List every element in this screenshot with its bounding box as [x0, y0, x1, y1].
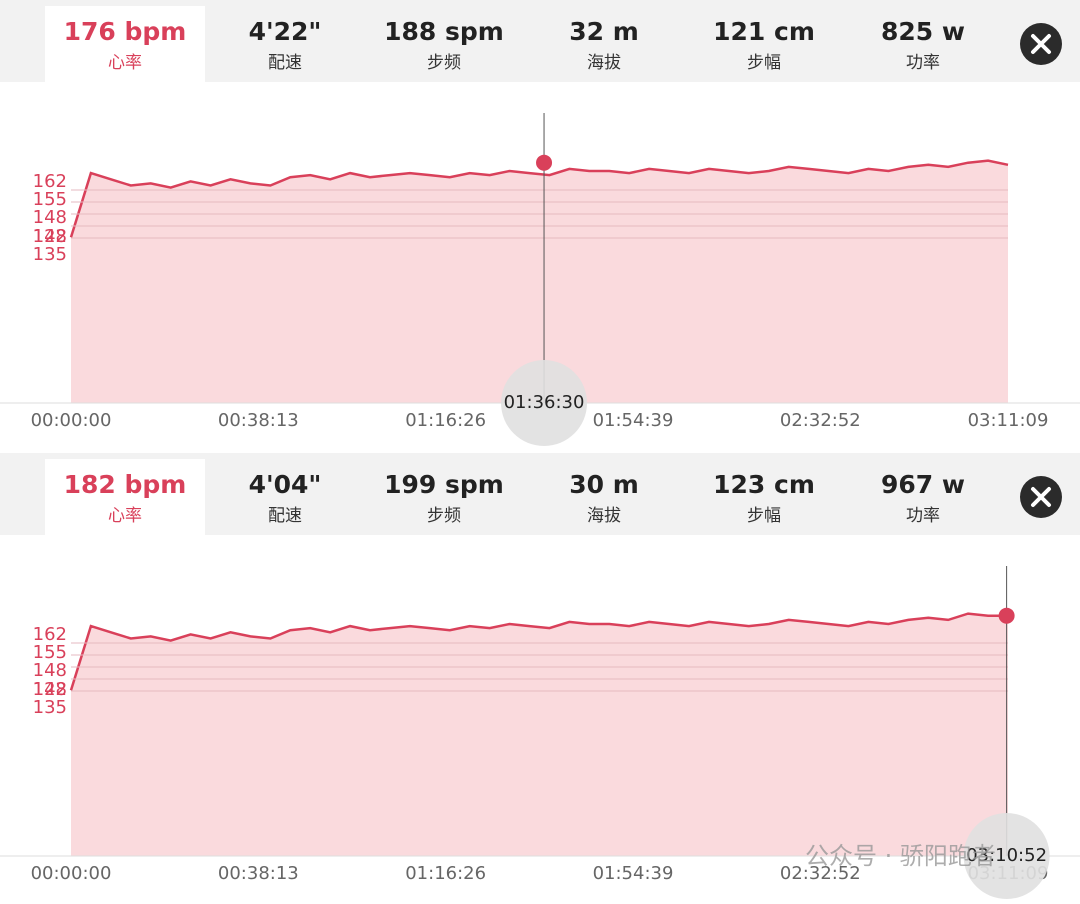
x-tick-label: 01:16:26: [405, 410, 486, 431]
y-tick-label: 155: [33, 642, 67, 663]
metric-value[interactable]: 121 cm: [713, 17, 815, 46]
y-tick-label: 142: [33, 226, 67, 247]
x-tick-label: 00:00:00: [31, 863, 112, 884]
metric-value[interactable]: 967 w: [881, 470, 965, 499]
x-tick-label: 00:38:13: [218, 863, 299, 884]
cursor-handle[interactable]: [963, 813, 1050, 899]
y-tick-label: 142: [33, 679, 67, 700]
x-tick-label: 00:00:00: [31, 410, 112, 431]
metric-label[interactable]: 步频: [427, 506, 461, 526]
metric-label[interactable]: 心率: [108, 506, 142, 526]
metric-value[interactable]: 30 m: [569, 470, 639, 499]
active-tab[interactable]: [45, 6, 205, 82]
metric-label[interactable]: 步频: [427, 53, 461, 73]
metric-label[interactable]: 海拔: [587, 506, 621, 526]
metric-label[interactable]: 心率: [108, 53, 142, 73]
y-tick-label: 162: [33, 624, 67, 645]
metric-value[interactable]: 188 spm: [384, 17, 504, 46]
y-tick-label: 162: [33, 171, 67, 192]
cursor-marker: [998, 607, 1015, 624]
x-tick-label: 02:32:52: [780, 410, 861, 431]
hr-line: [69, 159, 1009, 238]
hr-area: [71, 613, 1008, 856]
metric-label[interactable]: 配速: [268, 53, 302, 73]
active-tab[interactable]: [45, 459, 205, 535]
x-tick-label: 03:11:09: [968, 410, 1049, 431]
metric-label[interactable]: 步幅: [747, 53, 781, 73]
x-tick-label: 00:38:13: [218, 410, 299, 431]
close-icon: [1031, 34, 1051, 54]
x-tick-label: 01:54:39: [593, 863, 674, 884]
metric-label[interactable]: 功率: [906, 506, 940, 526]
cursor-time: 03:10:52: [966, 845, 1047, 866]
metric-value[interactable]: 176 bpm: [64, 17, 187, 46]
metric-label[interactable]: 海拔: [587, 53, 621, 73]
cursor-handle[interactable]: [501, 360, 588, 446]
metric-value[interactable]: 825 w: [881, 17, 965, 46]
x-tick-label: 01:54:39: [593, 410, 674, 431]
y-tick-label: 128: [33, 226, 67, 247]
y-tick-label: 148: [33, 207, 67, 228]
hr-line: [69, 612, 1008, 691]
hr-area: [71, 160, 1008, 403]
y-tick-label: 128: [33, 679, 67, 700]
y-tick-label: 148: [33, 660, 67, 681]
metric-value[interactable]: 123 cm: [713, 470, 815, 499]
watermark: 公众号 · 骄阳跑者: [805, 842, 996, 870]
metric-value[interactable]: 4'04": [249, 470, 322, 499]
y-tick-label: 135: [33, 244, 67, 265]
metric-value[interactable]: 32 m: [569, 17, 639, 46]
metric-value[interactable]: 199 spm: [384, 470, 504, 499]
metric-label[interactable]: 功率: [906, 53, 940, 73]
metric-label[interactable]: 步幅: [747, 506, 781, 526]
x-tick-label: 01:16:26: [405, 863, 486, 884]
y-tick-label: 135: [33, 697, 67, 718]
x-tick-label: 02:32:52: [780, 863, 861, 884]
close-icon: [1031, 487, 1051, 507]
cursor-marker: [536, 154, 553, 171]
metric-label[interactable]: 配速: [268, 506, 302, 526]
metric-value[interactable]: 4'22": [249, 17, 322, 46]
metric-value[interactable]: 182 bpm: [64, 470, 187, 499]
y-tick-label: 155: [33, 189, 67, 210]
cursor-time: 01:36:30: [504, 392, 585, 413]
